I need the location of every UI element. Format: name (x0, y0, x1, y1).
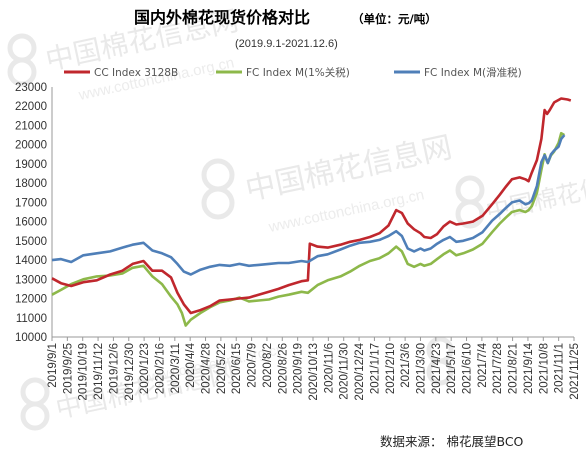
y-tick-label: 13000 (15, 274, 47, 286)
x-tick-label: 2021/4/23 (431, 343, 443, 394)
x-tick-label: 2020/11/30 (339, 343, 351, 400)
y-tick-label: 22000 (15, 101, 47, 113)
x-tick-label: 2021/1/17 (369, 343, 381, 394)
x-tick-label: 2020/6/15 (231, 343, 243, 394)
y-tick-label: 23000 (15, 82, 47, 94)
legend-label-cc-index: CC Index 3128B (94, 67, 178, 79)
data-source: 数据来源： 棉花展望BCO (380, 434, 524, 449)
x-tick-label: 2019/12/30 (124, 343, 136, 401)
series-line-fc-index-sliding (51, 134, 566, 276)
x-tick-label: 2020/8/2 (262, 343, 274, 388)
y-tick-label: 18000 (15, 178, 47, 190)
x-tick-label: 2020/10/13 (308, 343, 320, 401)
x-tick-label: 2019/12/6 (108, 343, 120, 394)
y-tick-label: 17000 (15, 197, 47, 209)
y-tick-label: 19000 (15, 159, 47, 171)
watermark-logo-icon (7, 33, 485, 431)
x-tick-label: 2021/7/28 (492, 343, 504, 394)
y-tick-label: 14000 (15, 255, 47, 267)
legend-label-fc-index-1pct: FC Index M(1%关税) (246, 66, 350, 79)
x-tick-label: 2021/10/8 (538, 343, 550, 394)
x-tick-label: 2020/8/26 (277, 343, 289, 394)
y-tick-label: 10000 (15, 332, 47, 344)
x-tick-label: 2019/9/25 (62, 343, 74, 394)
x-tick-label: 2021/2/10 (385, 343, 397, 394)
x-tick-label: 2021/6/10 (462, 343, 474, 394)
x-tick-label: 2020/5/22 (216, 343, 228, 394)
x-axis-ticks: 2019/9/1 2019/9/25 2019/10/19 2019/11/12 201… (47, 337, 581, 401)
x-tick-label: 2020/2/16 (154, 343, 166, 394)
x-tick-label: 2021/9/14 (523, 342, 535, 394)
legend-label-fc-index-sliding: FC Index M(滑准税) (424, 66, 522, 79)
x-tick-label: 2020/11/6 (323, 343, 335, 393)
legend: CC Index 3128B FC Index M(1%关税) FC Index… (64, 66, 522, 79)
x-tick-label: 2021/3/6 (400, 343, 412, 388)
x-tick-label: 2020/4/28 (201, 343, 213, 394)
unit-label: （单位：元/吨） (352, 12, 437, 26)
x-tick-label: 2021/11/1 (554, 343, 566, 393)
x-tick-label: 2020/9/19 (293, 343, 305, 394)
y-axis-ticks: 10000 11000 12000 13000 14000 15000 16000 17000… (15, 82, 47, 344)
chart-title: 国内外棉花现货价格对比 (134, 8, 310, 27)
x-tick-label: 2021/3/30 (415, 343, 427, 394)
x-tick-label: 2020/1/23 (139, 343, 151, 394)
y-tick-label: 12000 (15, 294, 47, 306)
x-tick-label: 2019/9/1 (47, 343, 59, 388)
y-tick-label: 15000 (15, 236, 47, 248)
x-tick-label: 2021/11/25 (569, 343, 581, 400)
x-tick-label: 2021/7/4 (477, 342, 489, 387)
chart-subtitle: (2019.9.1-2021.12.6) (235, 38, 338, 50)
y-tick-label: 16000 (15, 217, 47, 229)
x-tick-label: 2020/4/4 (185, 342, 197, 387)
y-tick-label: 20000 (15, 140, 47, 152)
x-tick-label: 2020/7/9 (247, 343, 259, 388)
series-line-fc-index-1pct (51, 131, 566, 327)
x-tick-label: 2020/12/24 (354, 342, 366, 400)
x-tick-label: 2019/11/12 (93, 343, 105, 400)
x-tick-label: 2021/5/17 (446, 343, 458, 394)
y-tick-label: 11000 (16, 313, 47, 325)
x-tick-label: 2019/10/19 (78, 343, 90, 401)
x-tick-label: 2020/3/11 (170, 343, 182, 393)
series-layer (51, 97, 572, 327)
y-tick-label: 21000 (15, 120, 47, 132)
x-tick-label: 2021/8/21 (508, 343, 520, 394)
series-line-cc-index (51, 97, 572, 315)
